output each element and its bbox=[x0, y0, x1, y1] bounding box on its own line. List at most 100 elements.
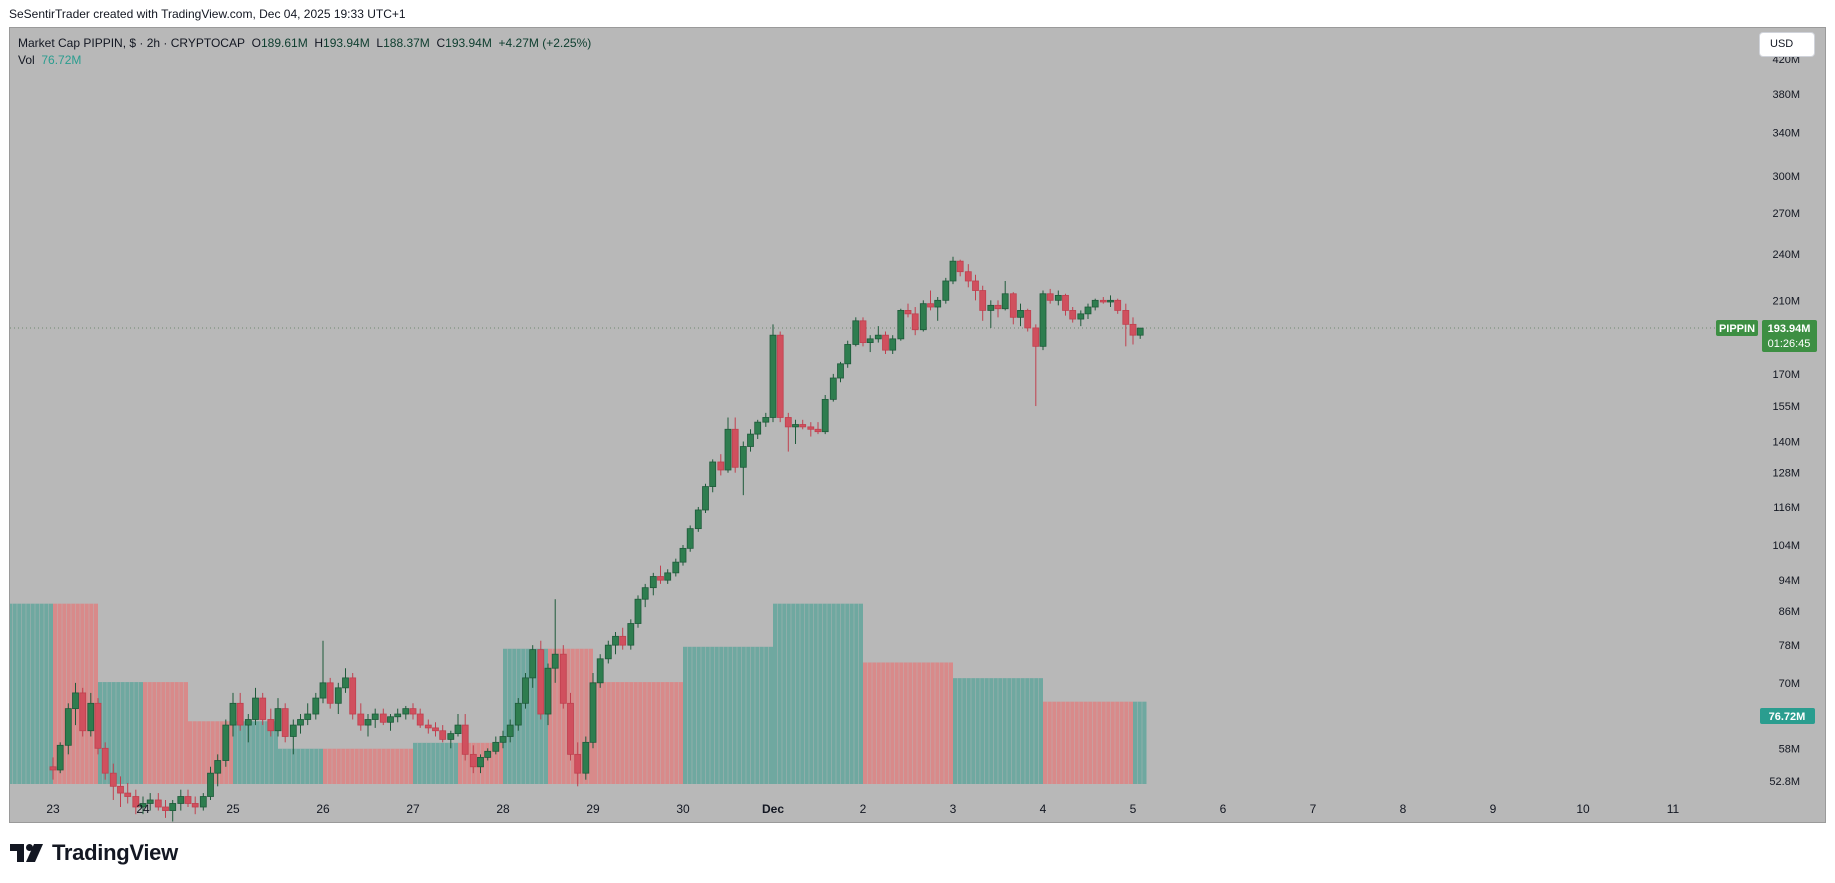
candle-body bbox=[567, 702, 574, 755]
candle-body bbox=[784, 417, 792, 428]
candle-body bbox=[934, 299, 942, 308]
volume-bar bbox=[10, 603, 53, 784]
candle-body bbox=[1084, 306, 1092, 315]
y-axis-tick-label: 420M bbox=[1772, 54, 1800, 66]
volume-bar bbox=[1133, 701, 1147, 784]
footer-brand-name: TradingView bbox=[52, 840, 178, 865]
candle-body bbox=[199, 796, 207, 808]
volume-tag bbox=[1760, 708, 1815, 724]
candle-body bbox=[267, 719, 275, 732]
candle-body bbox=[117, 785, 124, 794]
x-axis-tick-label: 27 bbox=[406, 802, 420, 816]
candle-body bbox=[731, 428, 739, 468]
candle-body bbox=[641, 587, 649, 600]
x-axis-tick-label: 9 bbox=[1490, 802, 1497, 816]
candle-body bbox=[904, 310, 912, 315]
y-axis-tick-label: 128M bbox=[1772, 468, 1800, 480]
candle-body bbox=[477, 757, 484, 768]
candle-body bbox=[911, 313, 919, 331]
x-axis-tick-label: 28 bbox=[496, 802, 510, 816]
x-axis-tick-label: 11 bbox=[1667, 802, 1680, 816]
candle-body bbox=[739, 446, 747, 468]
candle-body bbox=[371, 713, 379, 720]
chart-area[interactable]: 420M 380M 340M 300M 270M 240M 210M 170M 155M 140M… bbox=[9, 27, 1826, 823]
candle-body bbox=[447, 733, 455, 740]
candle-body bbox=[702, 486, 709, 511]
legend-close: 193.94M bbox=[445, 36, 492, 50]
candle-body bbox=[559, 653, 567, 704]
candle-body bbox=[334, 687, 342, 704]
candle-body bbox=[139, 803, 147, 808]
candle-body bbox=[124, 792, 132, 797]
candle-body bbox=[342, 677, 349, 689]
x-axis-tick-label: 2 bbox=[860, 802, 867, 816]
candle-body bbox=[964, 271, 972, 282]
y-axis-tick-label: 380M bbox=[1772, 89, 1800, 101]
price-tag bbox=[1762, 320, 1817, 353]
currency-button[interactable]: USD bbox=[1759, 32, 1815, 57]
candle-body bbox=[694, 509, 702, 530]
candle-body bbox=[1069, 310, 1077, 320]
candle-body bbox=[94, 702, 102, 749]
candle-body bbox=[364, 719, 372, 726]
candle-body bbox=[1129, 323, 1137, 336]
candle-body bbox=[499, 736, 507, 743]
y-axis-tick-label: 170M bbox=[1772, 369, 1800, 381]
y-axis-tick-label: 70M bbox=[1779, 678, 1800, 690]
legend-vol-label[interactable]: Vol bbox=[18, 53, 35, 67]
candle-body bbox=[387, 716, 394, 723]
candle-body bbox=[814, 428, 822, 433]
candle-body bbox=[979, 290, 987, 311]
candle-body bbox=[589, 682, 597, 743]
candle-body bbox=[897, 310, 905, 340]
candle-body bbox=[402, 708, 410, 715]
candle-body bbox=[807, 426, 815, 430]
candle-body bbox=[379, 713, 387, 723]
legend-symbol[interactable]: Market Cap PIPPIN, $ · 2h · CRYPTOCAP bbox=[18, 36, 245, 50]
chart-svg[interactable]: 420M380M340M300M270M240M210M170M155M140M… bbox=[10, 28, 1825, 822]
x-axis-tick-label: 6 bbox=[1220, 802, 1227, 816]
candle-body bbox=[1107, 299, 1114, 303]
price-tag-countdown: 01:26:45 bbox=[1768, 338, 1811, 350]
legend-open: 189.61M bbox=[260, 36, 308, 50]
candle-body bbox=[619, 635, 627, 646]
x-axis-tick-label: Dec bbox=[762, 802, 784, 816]
y-axis-tick-label: 240M bbox=[1772, 249, 1800, 261]
candle-body bbox=[852, 320, 860, 345]
y-axis-tick-label: 52.8M bbox=[1769, 776, 1800, 788]
footer-brand[interactable]: TradingView bbox=[10, 840, 178, 866]
candle-body bbox=[889, 338, 897, 351]
candle-body bbox=[162, 806, 169, 811]
candle-body bbox=[146, 799, 154, 804]
candle-body bbox=[747, 433, 754, 447]
candle-body bbox=[56, 744, 64, 771]
candle-body bbox=[409, 708, 417, 715]
candle-body bbox=[1099, 299, 1107, 303]
candle-body bbox=[717, 461, 725, 471]
candle-body bbox=[506, 724, 514, 737]
candle-body bbox=[1024, 310, 1032, 329]
candle-body bbox=[484, 750, 492, 758]
candle-body bbox=[177, 796, 185, 804]
candle-body bbox=[1046, 293, 1054, 301]
candle-body bbox=[281, 708, 289, 737]
legend-ohlc-row: Market Cap PIPPIN, $ · 2h · CRYPTOCAP O1… bbox=[18, 35, 591, 52]
candle-body bbox=[709, 461, 717, 487]
y-axis-tick-label: 270M bbox=[1772, 208, 1800, 220]
candle-body bbox=[184, 796, 192, 804]
candle-body bbox=[326, 682, 334, 704]
candle-body bbox=[679, 547, 687, 563]
candle-body bbox=[972, 280, 979, 291]
candle-body bbox=[612, 635, 619, 646]
x-axis-tick-label: 25 bbox=[226, 802, 240, 816]
candle-body bbox=[1032, 327, 1040, 347]
candle-body bbox=[866, 338, 874, 343]
candle-body bbox=[87, 702, 95, 732]
candle-body bbox=[424, 724, 432, 729]
x-axis-tick-label: 23 bbox=[46, 802, 60, 816]
candle-body bbox=[1114, 299, 1122, 311]
y-axis-tick-label: 140M bbox=[1772, 436, 1800, 448]
x-axis-tick-label: 3 bbox=[950, 802, 957, 816]
candle-body bbox=[829, 377, 837, 400]
candle-body bbox=[1017, 310, 1024, 318]
